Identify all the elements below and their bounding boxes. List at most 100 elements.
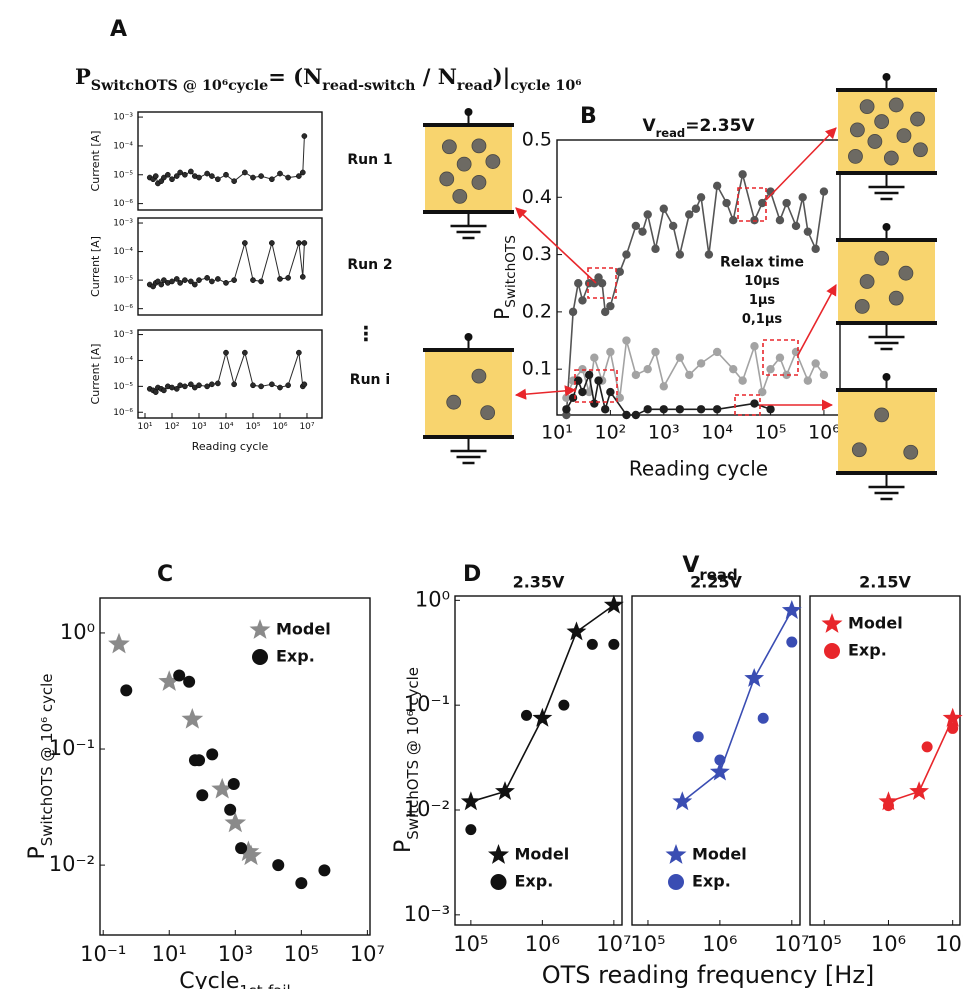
filament-dot: [888, 97, 904, 113]
point: [606, 301, 615, 311]
point: [608, 638, 620, 650]
cell-body: [425, 350, 512, 437]
run-label: Run i: [350, 372, 390, 388]
point: [242, 349, 248, 356]
y-tick-label: 10⁻⁵: [113, 382, 133, 392]
point: [651, 347, 660, 357]
legend-label: Model: [692, 845, 747, 864]
point: [250, 277, 256, 283]
point: [594, 376, 603, 385]
legend-label: Exp.: [276, 647, 315, 666]
series-line: [470, 604, 615, 803]
y-tick-label: 10⁻³: [113, 219, 133, 229]
ellipsis: ⋮: [356, 322, 376, 346]
highlight-box: [574, 369, 618, 403]
filament-dot: [854, 298, 870, 314]
filament-dot: [441, 139, 457, 155]
x-tick-label: 10⁻¹: [80, 942, 126, 966]
point: [782, 370, 791, 380]
plot-frame: [137, 111, 323, 211]
point: [182, 383, 188, 390]
star-marker: [181, 708, 204, 729]
filament-dot: [848, 148, 863, 164]
filament-dot: [903, 444, 919, 460]
x-tick-label: 10⁵: [284, 942, 319, 966]
y-axis-label-part: P: [490, 308, 514, 320]
point: [803, 376, 813, 385]
point: [258, 278, 264, 285]
legend-label: Model: [515, 845, 570, 864]
x-tick-label: 10⁶: [272, 422, 287, 432]
point: [285, 174, 291, 181]
panel-label: C: [157, 562, 173, 587]
filament-dot: [480, 405, 496, 421]
point: [811, 244, 820, 254]
filament-dot: [471, 368, 487, 384]
point: [277, 384, 283, 391]
point: [277, 170, 283, 177]
point: [301, 381, 308, 388]
point: [231, 277, 237, 283]
x-tick-label: 10⁵: [755, 422, 787, 444]
point: [578, 296, 587, 305]
y-axis-label: PSwitchOTS @ 10⁶ cycle: [25, 674, 56, 860]
x-tick-label: 10⁷: [299, 422, 314, 432]
y-tick-label: 0.1: [522, 358, 552, 380]
point: [803, 227, 813, 236]
highlight-box: [587, 267, 617, 299]
point: [318, 864, 331, 877]
point: [285, 275, 291, 281]
x-tick-label: 10⁷: [350, 942, 385, 966]
point: [659, 204, 668, 213]
point: [173, 669, 186, 682]
plot-frame: [454, 595, 623, 926]
filament-dot: [456, 156, 472, 172]
legend-label: Model: [848, 614, 903, 633]
terminal: [882, 223, 891, 231]
formula-part: cycle 10⁶: [510, 78, 581, 94]
arrow: [797, 284, 837, 356]
star-marker: [532, 707, 553, 727]
x-tick-label: 10⁵: [630, 932, 665, 956]
star-marker: [240, 844, 262, 866]
y-tick-label: 10⁻⁵: [113, 170, 133, 180]
point: [811, 359, 820, 368]
run-label: Run 2: [347, 257, 392, 273]
y-tick-label: 0.3: [522, 243, 552, 265]
point: [631, 370, 641, 380]
chart-title: Vread=2.35V: [642, 116, 755, 140]
highlight-box: [762, 339, 799, 376]
legend-marker: [252, 649, 268, 665]
legend-label: 1µs: [749, 293, 776, 308]
point: [590, 279, 599, 288]
point: [651, 244, 660, 254]
x-tick-label: 10⁶: [525, 932, 560, 956]
filament-dot: [850, 122, 865, 138]
point: [691, 204, 701, 213]
y-axis-label: Current [A]: [89, 236, 102, 297]
plot-frame: [99, 597, 371, 936]
panel-label: A: [110, 17, 127, 42]
point: [209, 381, 215, 388]
point: [578, 364, 587, 374]
y-axis-label-part: SwitchOTS @ 10⁶ cycle: [404, 667, 422, 840]
point: [757, 712, 769, 724]
point: [164, 171, 171, 178]
terminal: [882, 373, 891, 381]
point: [775, 353, 785, 362]
point: [729, 216, 738, 225]
filament-dot: [910, 111, 925, 127]
point: [712, 347, 722, 357]
legend-title: Relax time: [720, 255, 804, 271]
y-tick-label: 10⁻⁴: [113, 141, 133, 151]
x-tick-label: 10⁷: [774, 932, 809, 956]
cell-body: [838, 390, 935, 473]
point: [722, 198, 731, 208]
x-axis-label: Reading cycle: [192, 440, 269, 453]
plot-frame: [137, 217, 323, 316]
y-axis-label: Current [A]: [89, 344, 102, 405]
star-marker: [237, 840, 260, 862]
legend-label: Exp.: [515, 872, 554, 891]
point: [258, 173, 264, 179]
